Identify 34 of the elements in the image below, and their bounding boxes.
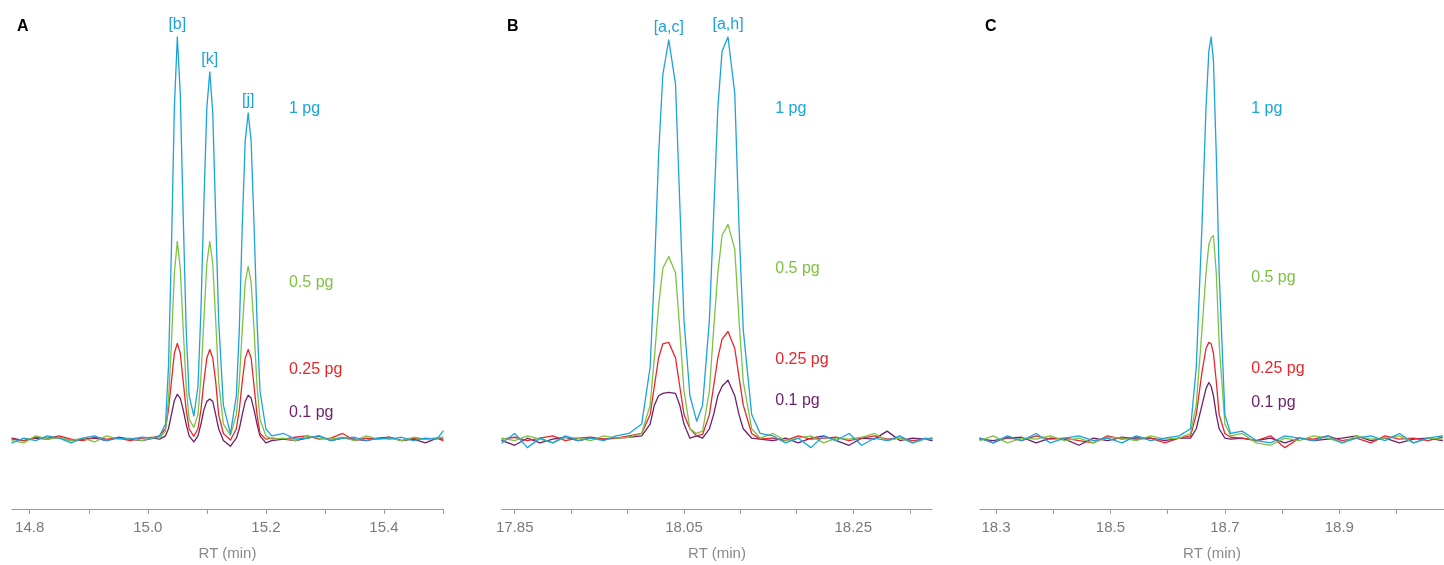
x-tick-label: 15.2 xyxy=(251,518,281,535)
chart-title: C xyxy=(985,16,997,34)
text: 0.5 pg xyxy=(1251,268,1296,286)
x-tick-label: 14.8 xyxy=(15,518,45,535)
x-tick-label: 18.7 xyxy=(1210,518,1240,535)
annotation: [a,h] xyxy=(712,15,744,33)
annotation: [b] xyxy=(168,15,187,33)
chart-title: B xyxy=(507,16,519,34)
x-tick-label: 18.5 xyxy=(1095,518,1126,535)
chart-title: A xyxy=(17,16,29,34)
x-tick-label: 18.9 xyxy=(1324,518,1354,535)
x-tick-label: 17.85 xyxy=(495,518,534,535)
x-axis-title: RT (min) xyxy=(198,544,257,561)
text: 0.25 pg xyxy=(289,359,343,377)
x-axis-title: RT (min) xyxy=(688,544,746,561)
text: 0.5 pg xyxy=(289,273,334,291)
annotation: [k] xyxy=(201,50,219,68)
text: 1 pg xyxy=(1251,99,1283,117)
x-tick-label: 18.3 xyxy=(981,518,1011,535)
series-label: 0.1 pg xyxy=(289,403,334,420)
x-tick-label: 18.05 xyxy=(665,518,703,535)
x-tick-label: 18.25 xyxy=(834,518,873,535)
text: 1 pg xyxy=(289,99,321,117)
x-axis-title: RT (min) xyxy=(1183,544,1241,561)
text: 1 pg xyxy=(775,99,807,117)
x-tick-label: 15.4 xyxy=(369,518,399,535)
text: 0.25 pg xyxy=(1251,358,1305,376)
text: 0.25 pg xyxy=(775,349,829,367)
series-label: 0.1 pg xyxy=(775,390,820,408)
series-label: 0.1 pg xyxy=(1251,392,1296,410)
x-tick-label: 15.0 xyxy=(133,518,163,535)
text: 0.5 pg xyxy=(775,258,820,276)
annotation: [j] xyxy=(241,91,255,109)
annotation: [a,c] xyxy=(653,18,684,36)
